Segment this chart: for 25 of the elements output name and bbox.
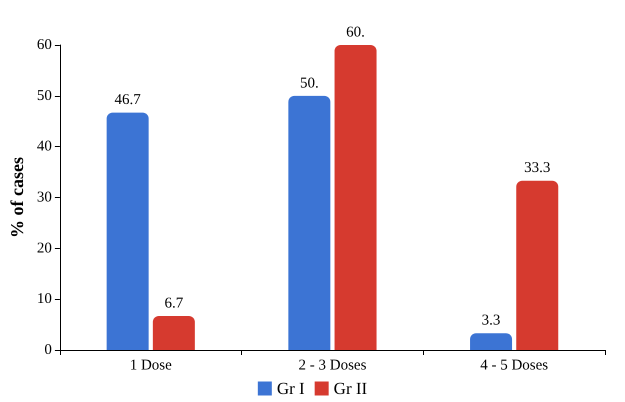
x-tick-label: 2 - 3 Doses xyxy=(298,358,367,374)
y-tick-label: 30 xyxy=(36,190,52,206)
bar xyxy=(334,45,377,350)
data-label: 6.7 xyxy=(164,295,184,312)
x-tick-label: 1 Dose xyxy=(130,358,172,374)
bar xyxy=(152,316,195,350)
y-tick-label: 50 xyxy=(36,88,52,104)
data-label: 33.3 xyxy=(524,160,550,176)
y-tick-label: 10 xyxy=(36,291,52,308)
data-label: 3.3 xyxy=(482,312,500,329)
data-label: 50. xyxy=(300,75,319,92)
legend-label: Gr II xyxy=(334,379,368,398)
x-tick-label: 4 - 5 Doses xyxy=(480,358,548,374)
bar xyxy=(470,333,512,350)
y-tick-label: 0 xyxy=(44,342,52,358)
data-label: 60. xyxy=(346,24,365,40)
data-label: 46.7 xyxy=(114,92,142,108)
bar xyxy=(106,112,149,350)
legend-label: Gr I xyxy=(276,379,306,398)
y-tick-label: 60 xyxy=(36,37,52,53)
y-tick-label: 40 xyxy=(36,138,52,155)
bar xyxy=(516,180,558,350)
y-tick-label: 20 xyxy=(36,240,52,256)
bar xyxy=(288,96,330,350)
y-axis-title: % of cases xyxy=(7,157,27,238)
